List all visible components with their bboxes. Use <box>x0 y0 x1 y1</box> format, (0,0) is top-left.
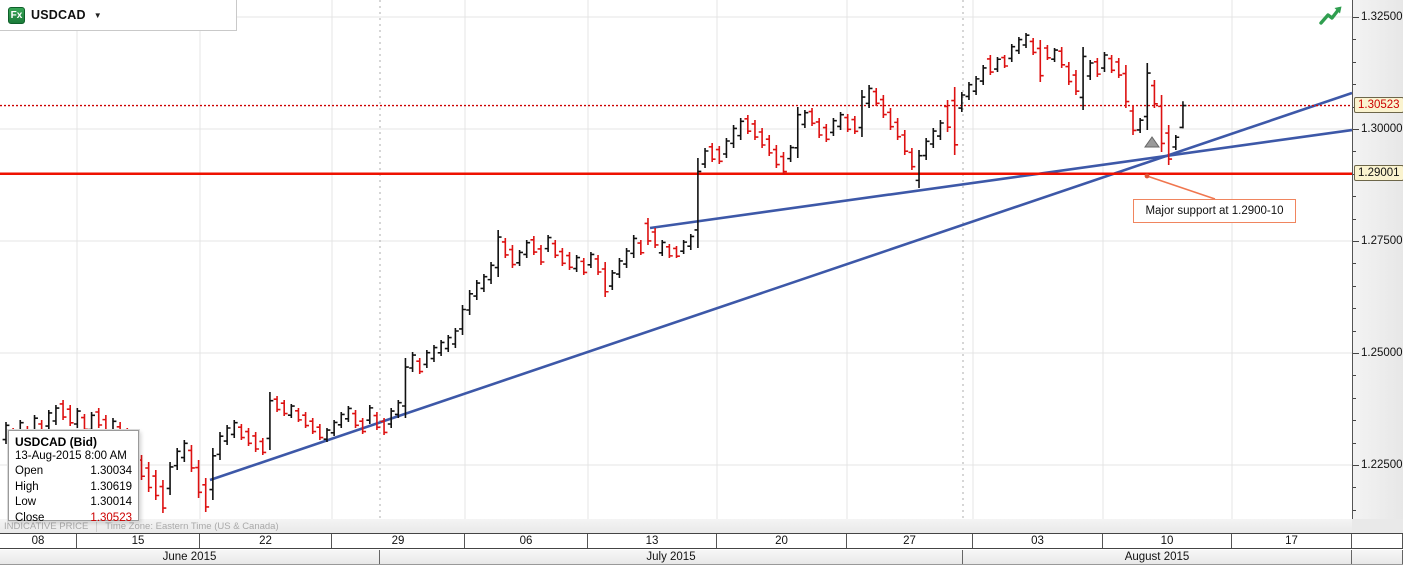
price-tick <box>1353 196 1356 198</box>
price-tick <box>1353 84 1356 86</box>
data-window-tooltip: USDCAD (Bid) 13-Aug-2015 8:00 AM Open 1.3… <box>7 429 140 524</box>
timezone-label: Time Zone: Eastern Time (US & Canada) <box>96 520 279 532</box>
week-cell: 13 <box>588 534 717 548</box>
indicative-price-label: INDICATIVE PRICE <box>4 520 89 532</box>
symbol-label: USDCAD <box>31 8 86 22</box>
fx-badge-icon: Fx <box>8 6 25 24</box>
week-cell: 20 <box>717 534 847 548</box>
week-cell: 15 <box>77 534 200 548</box>
price-tick <box>1353 442 1356 444</box>
axis-corner <box>1352 519 1403 533</box>
annotation-pointer-line <box>1146 175 1216 200</box>
price-axis[interactable]: 1.32500 1.30000 1.27500 1.25000 1.22500 1.305… <box>1352 0 1403 533</box>
support-annotation-box[interactable]: Major support at 1.2900-10 <box>1133 199 1296 223</box>
price-tick <box>1353 39 1356 41</box>
price-tick <box>1353 218 1356 220</box>
price-tick <box>1353 61 1356 63</box>
price-tick-label: 1.32500 <box>1361 11 1403 23</box>
price-tick <box>1353 285 1356 287</box>
month-cell <box>1352 550 1403 564</box>
price-chart-canvas[interactable] <box>0 0 1352 533</box>
tooltip-title: USDCAD (Bid) <box>15 435 97 449</box>
current-price-box: 1.30523 <box>1354 96 1403 113</box>
time-axis-weeks[interactable]: 08 15 22 29 06 13 20 27 03 10 17 <box>0 533 1403 549</box>
price-tick <box>1353 151 1356 153</box>
tooltip-low-row: Low 1.30014 <box>15 496 132 508</box>
week-cell: 06 <box>465 534 588 548</box>
week-cell <box>1352 534 1403 548</box>
price-tick-label: 1.27500 <box>1361 235 1403 247</box>
trendline-short-uptrend[interactable] <box>649 128 1352 230</box>
price-tick <box>1353 241 1359 242</box>
price-tick <box>1353 308 1356 310</box>
price-tick <box>1353 420 1356 422</box>
support-price-box: 1.29001 <box>1354 164 1403 181</box>
price-tick <box>1353 465 1359 466</box>
price-tick <box>1353 330 1356 332</box>
tooltip-open-row: Open 1.30034 <box>15 465 132 477</box>
price-tick-label: 1.30000 <box>1361 123 1403 135</box>
tooltip-datetime: 13-Aug-2015 8:00 AM <box>15 450 127 462</box>
annotation-anchor-dot <box>1144 173 1150 179</box>
price-tick <box>1353 263 1356 265</box>
week-cell: 22 <box>200 534 332 548</box>
status-bar: INDICATIVE PRICE Time Zone: Eastern Time… <box>0 519 1352 533</box>
week-cell: 27 <box>847 534 973 548</box>
week-cell: 03 <box>973 534 1103 548</box>
price-tick-label: 1.22500 <box>1361 459 1403 471</box>
month-cell: August 2015 <box>963 550 1352 564</box>
week-cell: 17 <box>1232 534 1352 548</box>
tooltip-close-row: Close 1.30523 <box>15 511 132 524</box>
price-tick-label: 1.25000 <box>1361 347 1403 359</box>
price-tick <box>1353 487 1356 489</box>
trend-up-arrow-icon[interactable] <box>1318 4 1344 28</box>
triangle-marker[interactable] <box>1144 136 1160 148</box>
price-tick <box>1353 375 1356 377</box>
tooltip-high-row: High 1.30619 <box>15 480 132 493</box>
time-axis-months[interactable]: June 2015 July 2015 August 2015 <box>0 550 1403 565</box>
month-cell: June 2015 <box>0 550 380 564</box>
month-cell: July 2015 <box>380 550 963 564</box>
price-tick <box>1353 509 1356 511</box>
dropdown-arrow-icon[interactable]: ▼ <box>93 10 102 20</box>
price-tick <box>1353 397 1356 399</box>
week-cell: 29 <box>332 534 465 548</box>
price-tick <box>1353 17 1359 18</box>
instrument-tab[interactable]: Fx USDCAD ▼ <box>0 0 237 31</box>
price-tick <box>1353 353 1359 354</box>
price-tick <box>1353 129 1359 130</box>
week-cell: 08 <box>0 534 77 548</box>
week-cell: 10 <box>1103 534 1232 548</box>
